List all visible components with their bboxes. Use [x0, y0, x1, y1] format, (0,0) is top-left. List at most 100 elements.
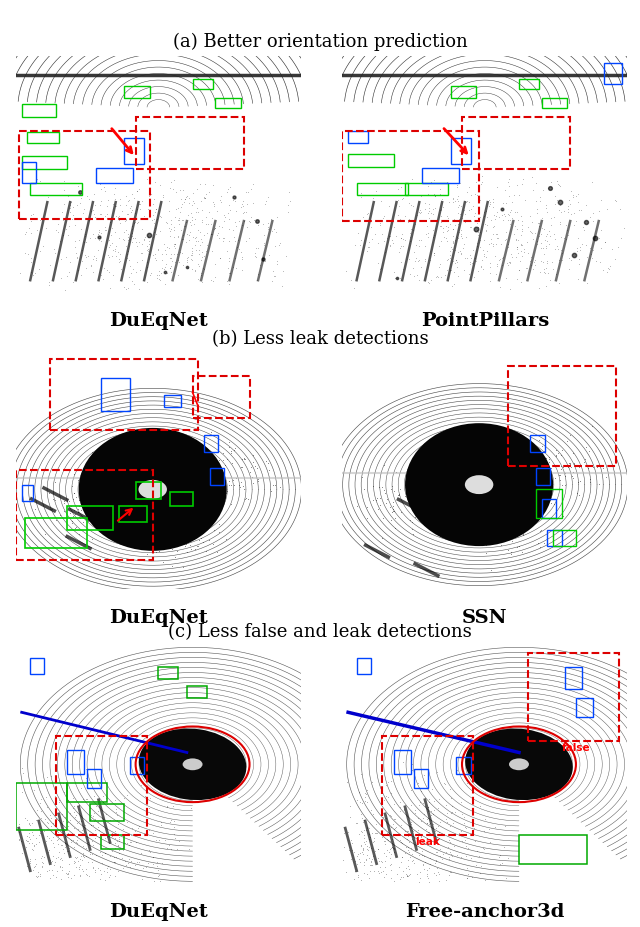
- Point: [102, 207, 112, 222]
- Point: [27, 835, 37, 850]
- Bar: [405, 184, 448, 195]
- Point: [54, 852, 65, 867]
- Point: [401, 187, 412, 202]
- Point: [179, 507, 189, 522]
- Point: [124, 852, 134, 867]
- Point: [484, 199, 494, 214]
- Point: [173, 212, 184, 227]
- Point: [126, 265, 136, 280]
- Point: [436, 214, 446, 229]
- Point: [456, 246, 467, 260]
- Point: [140, 789, 150, 804]
- Point: [145, 844, 155, 859]
- Point: [367, 851, 378, 866]
- Point: [507, 195, 517, 210]
- Point: [506, 519, 516, 534]
- Point: [201, 216, 211, 231]
- Point: [358, 834, 369, 849]
- Point: [473, 220, 483, 235]
- Point: [65, 505, 76, 520]
- Point: [479, 247, 489, 261]
- Point: [429, 794, 439, 809]
- Point: [191, 234, 202, 248]
- Point: [143, 800, 154, 815]
- Point: [175, 245, 185, 260]
- Point: [389, 874, 399, 889]
- Point: [504, 255, 515, 270]
- Point: [422, 225, 433, 240]
- Point: [528, 491, 538, 506]
- Point: [61, 829, 72, 844]
- Point: [351, 793, 362, 807]
- Point: [562, 222, 572, 237]
- Point: [586, 210, 596, 224]
- Point: [548, 210, 559, 224]
- Point: [481, 872, 491, 887]
- Point: [253, 474, 263, 489]
- Point: [91, 250, 101, 265]
- Bar: [30, 658, 45, 675]
- Text: (a) Better orientation prediction: (a) Better orientation prediction: [173, 32, 467, 51]
- Point: [53, 836, 63, 851]
- Point: [185, 538, 195, 552]
- Point: [42, 769, 52, 784]
- Point: [122, 815, 132, 830]
- Point: [155, 874, 165, 889]
- Point: [510, 525, 520, 540]
- Point: [532, 455, 543, 470]
- Point: [346, 273, 356, 287]
- Point: [424, 211, 435, 226]
- Point: [373, 850, 383, 865]
- Point: [513, 233, 523, 248]
- Point: [50, 855, 60, 870]
- Point: [491, 236, 501, 251]
- Point: [173, 217, 184, 232]
- Point: [165, 217, 175, 232]
- Point: [110, 835, 120, 850]
- Bar: [130, 757, 144, 774]
- Point: [556, 462, 566, 476]
- Bar: [356, 184, 408, 195]
- Point: [214, 517, 224, 532]
- Point: [406, 197, 416, 212]
- Point: [72, 251, 82, 266]
- Point: [454, 244, 465, 259]
- Point: [403, 177, 413, 192]
- Point: [180, 537, 191, 552]
- Point: [572, 486, 582, 501]
- Bar: [193, 376, 250, 418]
- Point: [179, 462, 189, 476]
- Point: [403, 828, 413, 843]
- Point: [436, 209, 447, 223]
- Point: [95, 829, 106, 844]
- Point: [482, 515, 492, 530]
- Bar: [541, 98, 568, 108]
- Point: [582, 249, 592, 264]
- Point: [424, 276, 434, 291]
- Point: [186, 252, 196, 267]
- Point: [145, 518, 156, 533]
- Point: [382, 832, 392, 846]
- Point: [58, 776, 68, 791]
- Point: [357, 796, 367, 811]
- Point: [402, 869, 412, 883]
- Point: [476, 169, 486, 184]
- Point: [424, 794, 434, 809]
- Point: [122, 250, 132, 265]
- Point: [393, 826, 403, 841]
- Point: [272, 210, 282, 224]
- Point: [56, 871, 67, 886]
- Point: [356, 233, 366, 248]
- Point: [74, 813, 84, 828]
- Point: [426, 851, 436, 866]
- Point: [145, 791, 155, 806]
- Point: [468, 820, 479, 835]
- Point: [91, 493, 101, 508]
- Point: [479, 248, 489, 263]
- Point: [165, 814, 175, 829]
- Point: [388, 220, 399, 235]
- Point: [500, 183, 511, 197]
- Point: [413, 829, 423, 844]
- Point: [492, 226, 502, 241]
- Point: [147, 213, 157, 228]
